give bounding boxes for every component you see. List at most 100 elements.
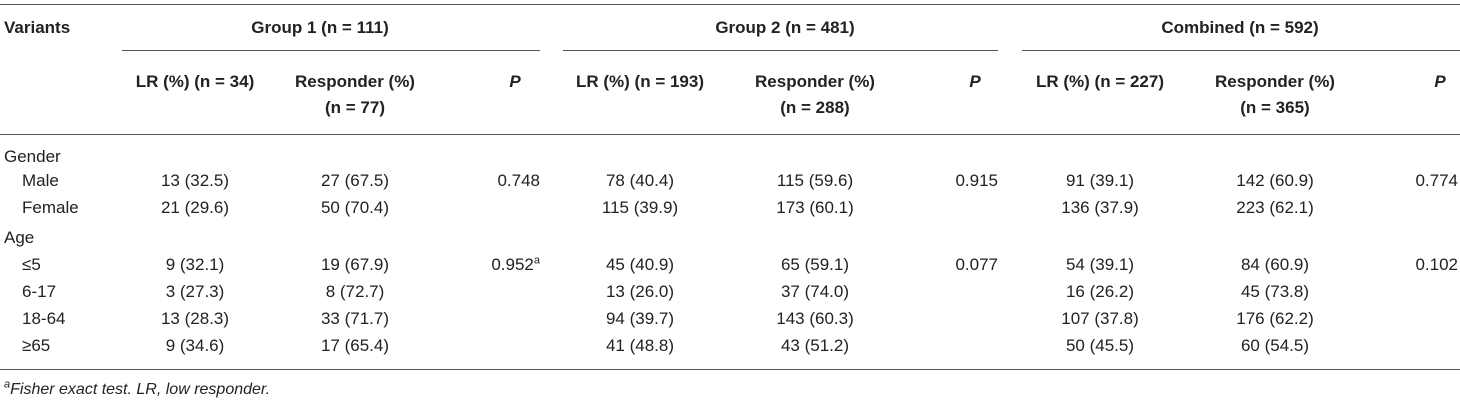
cell-value: 21 (29.6)	[160, 198, 230, 217]
group2-underline	[563, 50, 998, 51]
cell-c-lr: 136 (37.9)	[1020, 197, 1180, 219]
header-combined-responder-line2: (n = 365)	[1240, 98, 1310, 117]
cell-c-resp: 60 (54.5)	[1205, 335, 1345, 357]
cell-value: 173 (60.1)	[776, 198, 854, 217]
cell-label: ≤5	[22, 254, 112, 276]
cell-label: Female	[22, 197, 112, 219]
cell-value: 27 (67.5)	[320, 171, 390, 190]
header-g1-responder-line1: Responder (%)	[295, 72, 415, 91]
cell-value: 50 (45.5)	[1065, 336, 1135, 355]
cell-label: Male	[22, 170, 112, 192]
header-g2-p: P	[969, 72, 981, 91]
cell-g1-lr: 13 (32.5)	[115, 170, 275, 192]
cell-g2-p: 0.077	[900, 254, 998, 276]
cell-value: 9 (34.6)	[165, 336, 225, 355]
cell-value: 9 (32.1)	[165, 255, 225, 274]
cell-value: 41 (48.8)	[605, 336, 675, 355]
cell-c-p: 0.102	[1370, 254, 1458, 276]
cell-value: 0.748	[497, 171, 540, 190]
cell-g2-lr: 13 (26.0)	[560, 281, 720, 303]
cell-g1-lr: 9 (34.6)	[115, 335, 275, 357]
cell-value: 33 (71.7)	[320, 309, 390, 328]
cell-value: 3 (27.3)	[165, 282, 225, 301]
footnote: aFisher exact test. LR, low responder.	[4, 379, 271, 400]
cell-value: 45 (40.9)	[605, 255, 675, 274]
cell-value: 13 (28.3)	[160, 309, 230, 328]
cell-value: 0.077	[955, 255, 998, 274]
cell-value: 45 (73.8)	[1240, 282, 1310, 301]
cell-g2-lr: 78 (40.4)	[560, 170, 720, 192]
cell-value: 0.774	[1415, 171, 1458, 190]
cell-value: 136 (37.9)	[1061, 198, 1139, 217]
combined-underline	[1022, 50, 1460, 51]
footnote-text: Fisher exact test. LR, low responder.	[10, 381, 271, 398]
cell-c-resp: 45 (73.8)	[1205, 281, 1345, 303]
cell-value: 16 (26.2)	[1065, 282, 1135, 301]
cell-value: 43 (51.2)	[780, 336, 850, 355]
cell-value: ≤5	[22, 255, 41, 274]
cell-value: 50 (70.4)	[320, 198, 390, 217]
cell-c-lr: 16 (26.2)	[1020, 281, 1180, 303]
cell-g1-p: 0.952a	[450, 254, 540, 276]
cell-g2-resp: 143 (60.3)	[745, 308, 885, 330]
cell-g2-lr: 94 (39.7)	[560, 308, 720, 330]
cell-g2-lr: 115 (39.9)	[560, 197, 720, 219]
cell-value: 84 (60.9)	[1240, 255, 1310, 274]
cell-g2-resp: 65 (59.1)	[745, 254, 885, 276]
cell-value: Female	[22, 198, 79, 217]
header-g2-responder-line2: (n = 288)	[780, 98, 850, 117]
cell-g1-resp: 17 (65.4)	[285, 335, 425, 357]
cell-c-lr: 50 (45.5)	[1020, 335, 1180, 357]
cell-value: 94 (39.7)	[605, 309, 675, 328]
cell-value: 6-17	[22, 282, 57, 301]
header-combined-p: P	[1434, 72, 1446, 91]
cell-g1-lr: 9 (32.1)	[115, 254, 275, 276]
cell-g1-lr: 13 (28.3)	[115, 308, 275, 330]
cell-value: 0.915	[955, 171, 998, 190]
cell-c-resp: 176 (62.2)	[1205, 308, 1345, 330]
cell-value: 78 (40.4)	[605, 171, 675, 190]
cell-g2-resp: 37 (74.0)	[745, 281, 885, 303]
cell-c-lr: 54 (39.1)	[1020, 254, 1180, 276]
cell-value: Male	[22, 171, 59, 190]
header-bottom-rule	[0, 134, 1460, 135]
header-group1: Group 1 (n = 111)	[251, 18, 389, 37]
cell-value: 223 (62.1)	[1236, 198, 1314, 217]
cell-value: 65 (59.1)	[780, 255, 850, 274]
cell-value: 142 (60.9)	[1236, 171, 1314, 190]
cell-g2-resp: 115 (59.6)	[745, 170, 885, 192]
cell-c-lr: 107 (37.8)	[1020, 308, 1180, 330]
header-combined-responder-line1: Responder (%)	[1215, 72, 1335, 91]
cell-g2-lr: 41 (48.8)	[560, 335, 720, 357]
cell-value: 54 (39.1)	[1065, 255, 1135, 274]
header-g1-lr: LR (%) (n = 34)	[135, 72, 255, 91]
cell-value: 37 (74.0)	[780, 282, 850, 301]
header-combined: Combined (n = 592)	[1161, 18, 1319, 37]
cell-g1-resp: 27 (67.5)	[285, 170, 425, 192]
cell-label: ≥65	[22, 335, 112, 357]
header-g2-lr: LR (%) (n = 193)	[576, 72, 704, 91]
cell-g1-resp: 50 (70.4)	[285, 197, 425, 219]
cell-value: 115 (59.6)	[776, 171, 854, 190]
section-gender: Gender	[4, 147, 61, 166]
cell-g1-resp: 8 (72.7)	[285, 281, 425, 303]
cell-value: 0.102	[1415, 255, 1458, 274]
header-group2: Group 2 (n = 481)	[715, 18, 855, 37]
cell-c-lr: 91 (39.1)	[1020, 170, 1180, 192]
cell-value: 91 (39.1)	[1065, 171, 1135, 190]
bottom-rule	[0, 369, 1460, 370]
group1-underline	[122, 50, 540, 51]
cell-value: 0.952	[491, 255, 534, 274]
cell-c-p: 0.774	[1370, 170, 1458, 192]
cell-value: 107 (37.8)	[1061, 309, 1139, 328]
cell-value: 8 (72.7)	[325, 282, 385, 301]
section-age: Age	[4, 228, 35, 247]
cell-value: 19 (67.9)	[320, 255, 390, 274]
cell-value: 60 (54.5)	[1240, 336, 1310, 355]
header-g1-responder-line2: (n = 77)	[325, 98, 385, 117]
cell-superscript: a	[533, 254, 540, 267]
header-combined-lr: LR (%) (n = 227)	[1036, 72, 1164, 91]
cell-value: 13 (32.5)	[160, 171, 230, 190]
cell-c-resp: 84 (60.9)	[1205, 254, 1345, 276]
cell-g2-lr: 45 (40.9)	[560, 254, 720, 276]
